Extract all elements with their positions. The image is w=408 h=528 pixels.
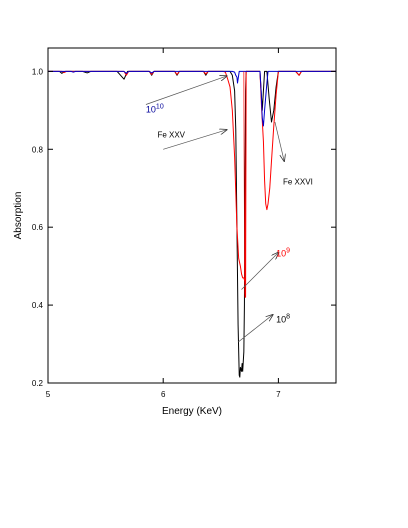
- series-line-2: [48, 70, 336, 298]
- x-tick-label: 7: [276, 390, 281, 399]
- annotations-layer: 1010 Fe XXV Fe XXVI 109 108: [145, 76, 313, 343]
- ion-label: Fe XXV: [157, 131, 185, 140]
- x-tick-label: 5: [46, 390, 51, 399]
- series-line-3: [48, 70, 336, 127]
- plot-frame: [47, 47, 337, 384]
- series-line-1: [48, 70, 336, 378]
- y-tick-label: 0.8: [32, 145, 44, 154]
- annotation-arrow: [163, 130, 226, 150]
- annotation-arrow: [274, 121, 284, 161]
- density-label: 108: [276, 314, 290, 325]
- curves-layer: [48, 70, 336, 378]
- y-tick-label: 0.6: [32, 223, 44, 232]
- density-label: 1010: [146, 103, 164, 114]
- y-tick-label: 0.2: [32, 379, 44, 388]
- ticks-layer: 5 6 7 0.2 0.4 0.6 0.8 1.0: [32, 48, 336, 399]
- ion-label: Fe XXVI: [283, 177, 313, 186]
- x-tick-label: 6: [161, 390, 166, 399]
- x-axis-label: Energy (KeV): [162, 406, 222, 417]
- annotation-arrow: [237, 315, 273, 343]
- density-label: 109: [276, 247, 290, 258]
- y-tick-label: 0.4: [32, 301, 44, 310]
- y-axis-label: Absorption: [13, 192, 24, 240]
- y-tick-label: 1.0: [32, 67, 44, 76]
- annotation-arrow: [241, 253, 279, 290]
- series-line-4: [243, 71, 247, 298]
- annotation-arrow: [145, 76, 227, 105]
